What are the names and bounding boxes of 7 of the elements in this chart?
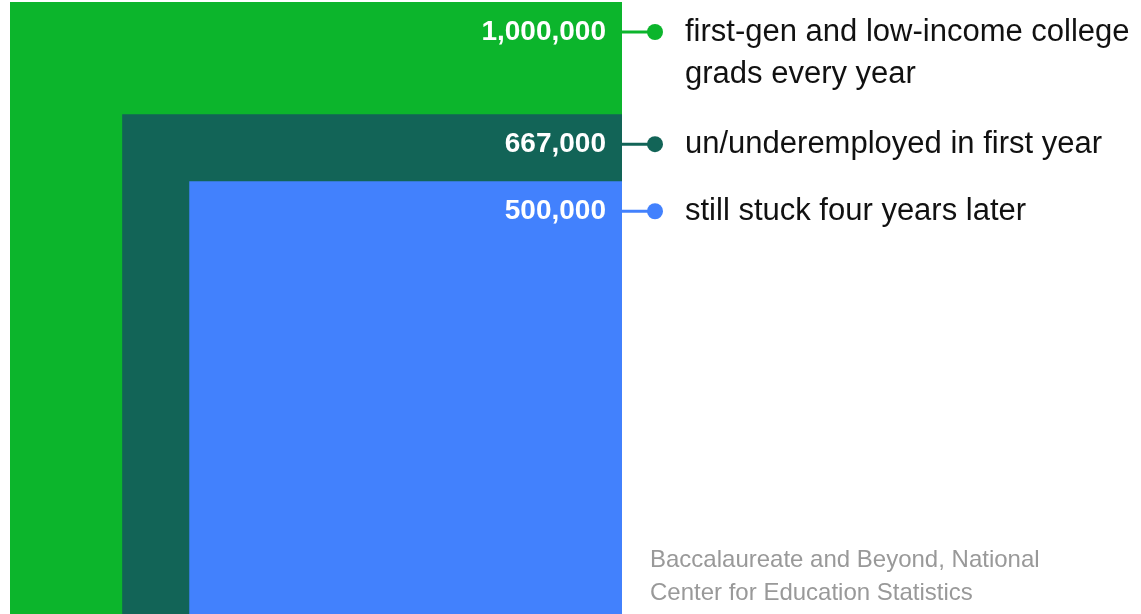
data-label: 1,000,000 <box>481 14 606 46</box>
category-label: still stuck four years later <box>685 191 1027 227</box>
data-label: 500,000 <box>504 193 606 225</box>
data-label: 667,000 <box>504 126 606 158</box>
text: Baccalaureate and Beyond, National Center for Education Statistics <box>650 544 1040 605</box>
category-label: un/underemployed in first year <box>685 124 1103 160</box>
category-label: first-gen and low-income college grads every year <box>685 12 1130 90</box>
